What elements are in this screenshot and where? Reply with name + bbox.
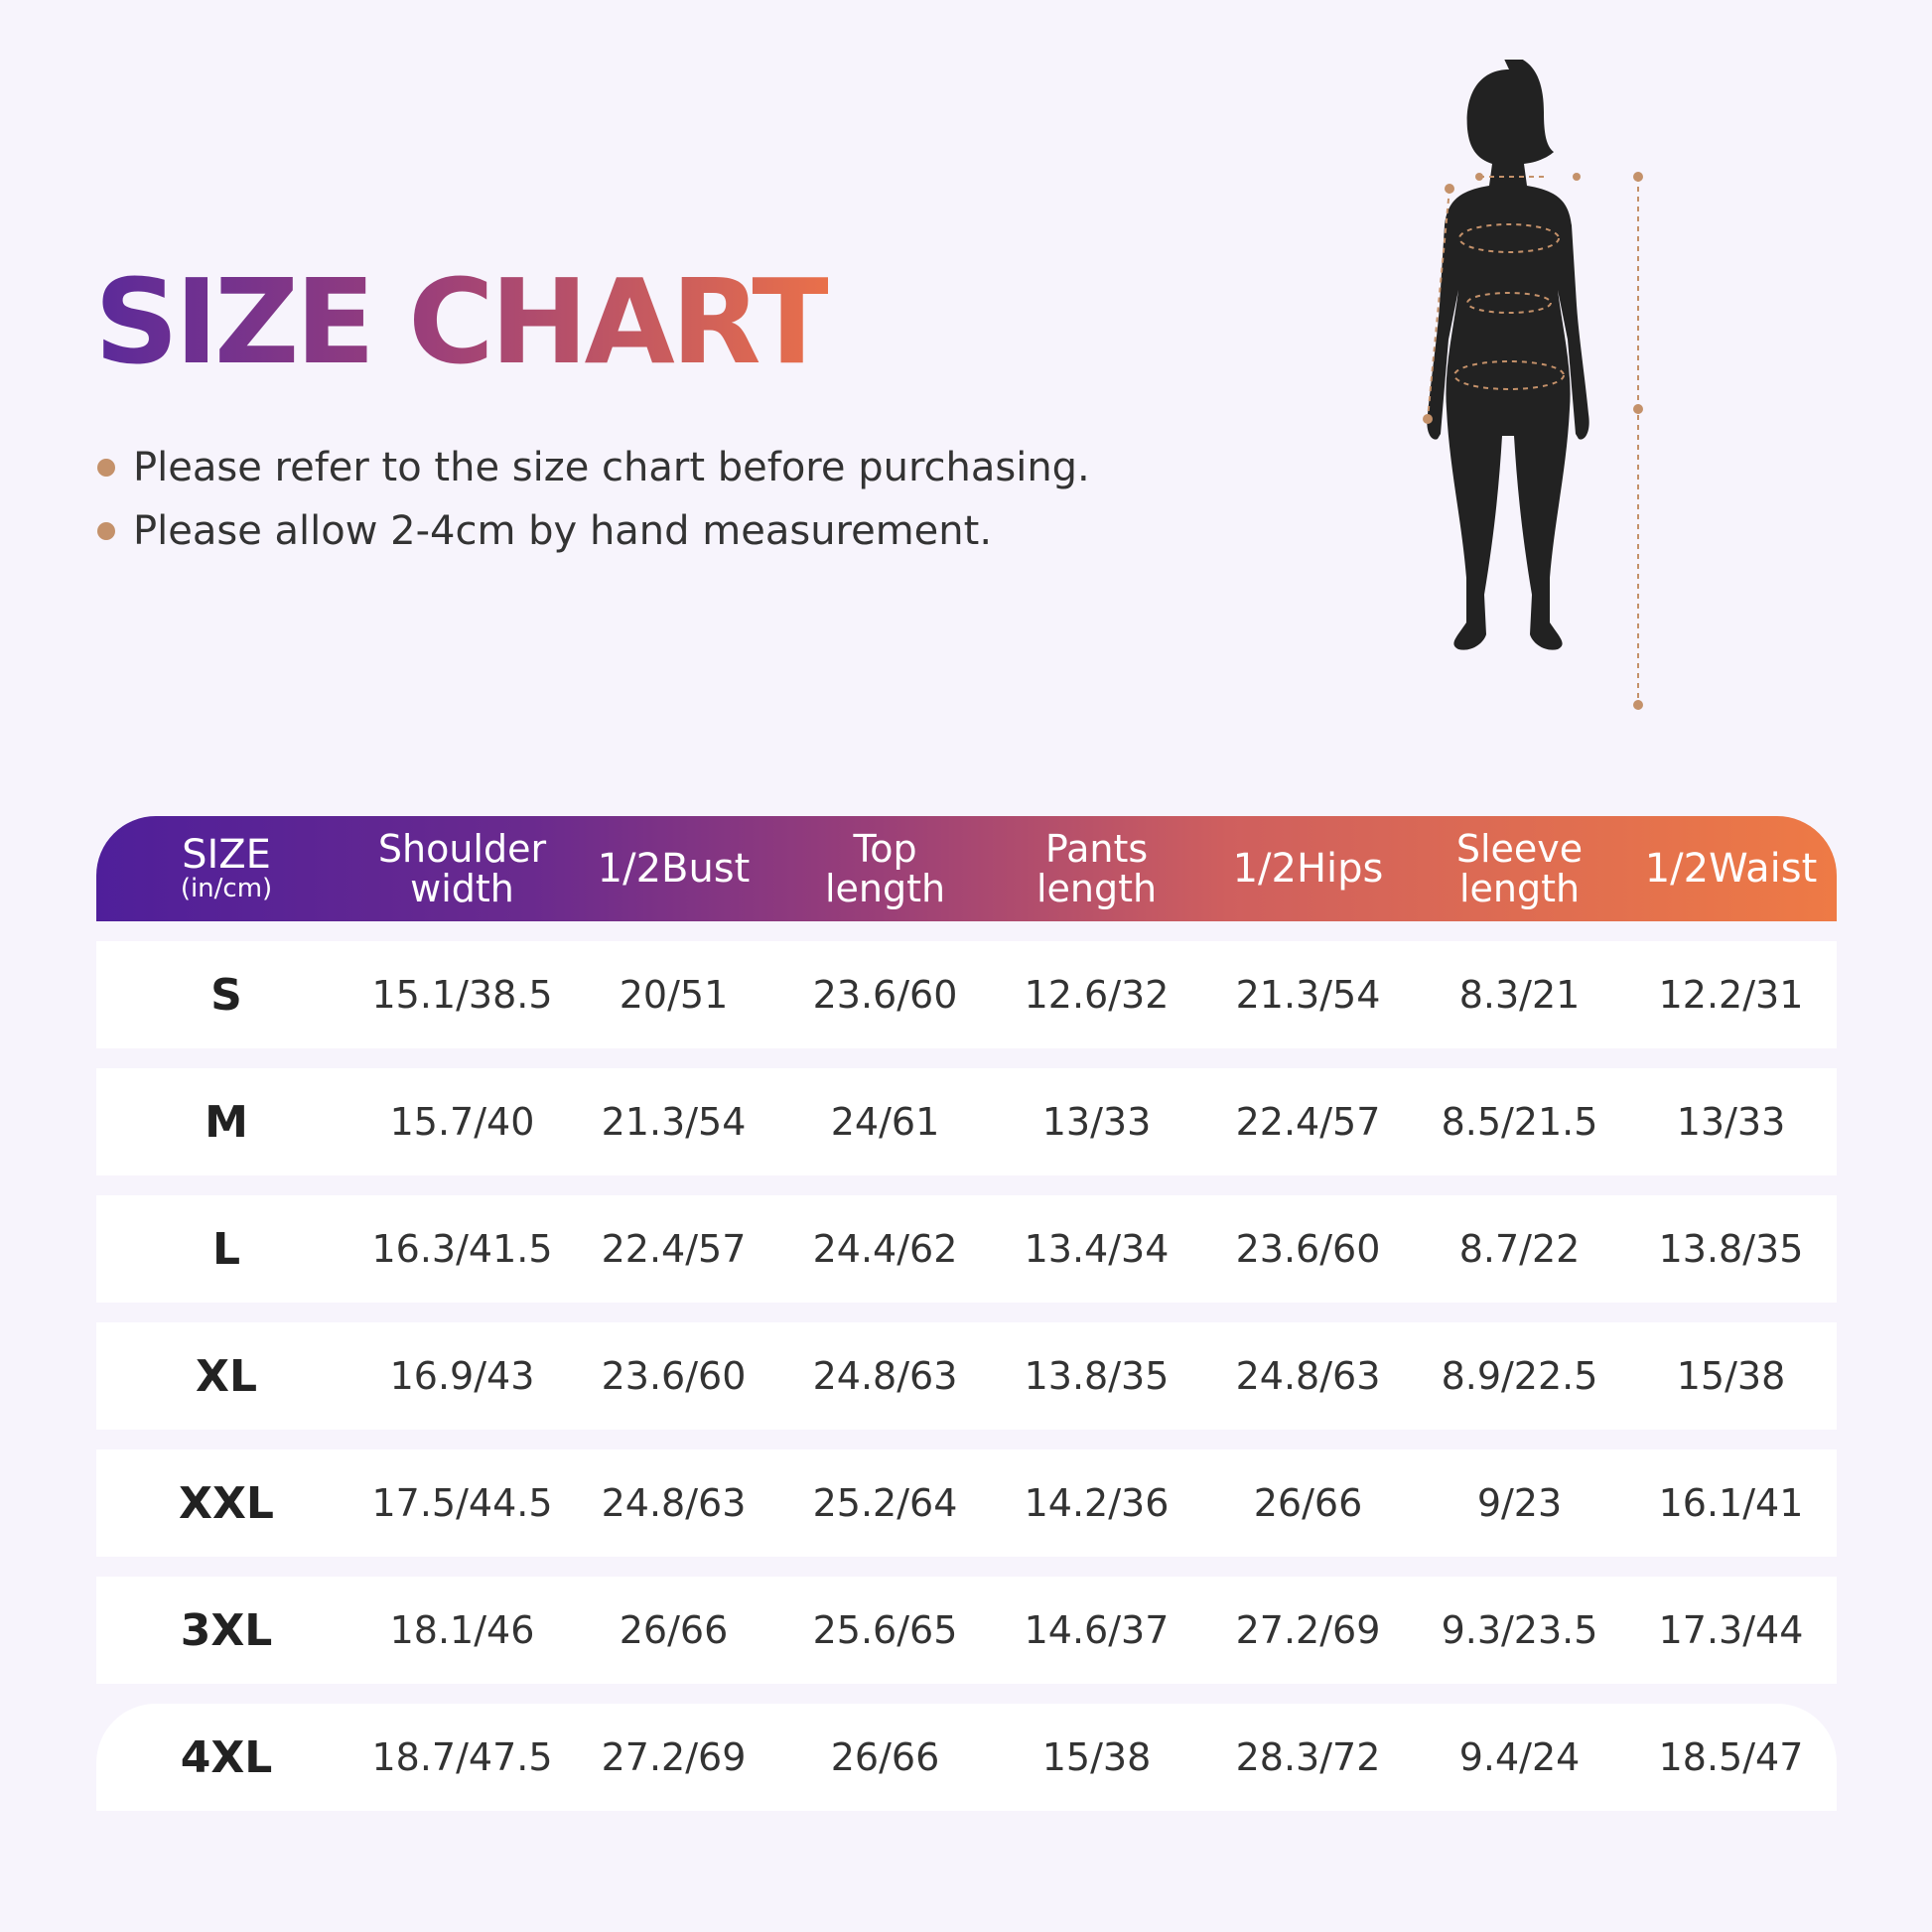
table-header: SIZE (in/cm) Shoulder width 1/2Bust Top length…: [96, 816, 1837, 921]
header-line: Sleeve: [1455, 827, 1584, 871]
table-cell: 16.1/41: [1658, 1481, 1804, 1525]
table-cell: 17.3/44: [1658, 1608, 1804, 1652]
bullet-icon: [97, 459, 115, 477]
column-header: Pants length: [991, 829, 1202, 908]
table-cell: 27.2/69: [601, 1735, 747, 1779]
header-line: SIZE: [182, 832, 271, 878]
table-cell: 15/38: [1041, 1735, 1152, 1779]
table-cell: 15/38: [1676, 1354, 1786, 1398]
table-cell: 12.2/31: [1658, 973, 1804, 1017]
table-cell: 23.6/60: [812, 973, 958, 1017]
table-row: XL 16.9/43 23.6/60 24.8/63 13.8/35 24.8/63 8.9…: [96, 1322, 1837, 1430]
table-cell: 25.6/65: [812, 1608, 958, 1652]
table-cell: 20/51: [619, 973, 729, 1017]
size-label: XXL: [179, 1477, 274, 1529]
table-cell: 24.4/62: [812, 1227, 958, 1271]
note-text: Please allow 2-4cm by hand measurement.: [133, 508, 993, 554]
table-cell: 22.4/57: [1235, 1100, 1381, 1144]
table-cell: 25.2/64: [812, 1481, 958, 1525]
table-cell: 26/66: [1253, 1481, 1363, 1525]
column-header: 1/2Waist: [1625, 849, 1837, 889]
table-cell: 16.3/41.5: [371, 1227, 553, 1271]
table-cell: 18.7/47.5: [371, 1735, 553, 1779]
table-cell: 13/33: [1041, 1100, 1152, 1144]
table-cell: 14.2/36: [1024, 1481, 1170, 1525]
table-cell: 8.7/22: [1458, 1227, 1581, 1271]
table-cell: 18.1/46: [389, 1608, 535, 1652]
table-cell: 9.3/23.5: [1441, 1608, 1598, 1652]
table-cell: 17.5/44.5: [371, 1481, 553, 1525]
table-cell: 12.6/32: [1024, 973, 1170, 1017]
header-line: Top: [853, 827, 917, 871]
header-line: (in/cm): [180, 874, 273, 903]
header-line: Shoulder: [377, 827, 547, 871]
size-label: XL: [196, 1350, 257, 1402]
note-item: Please allow 2-4cm by hand measurement.: [97, 508, 992, 554]
note-item: Please refer to the size chart before pu…: [97, 445, 1090, 490]
table-row: XXL 17.5/44.5 24.8/63 25.2/64 14.2/36 26/66 9/…: [96, 1449, 1837, 1557]
column-header: Sleeve length: [1414, 829, 1625, 908]
table-cell: 13.8/35: [1658, 1227, 1804, 1271]
header-line: length: [1035, 867, 1158, 910]
column-header: Top length: [779, 829, 991, 908]
header-line: length: [1458, 867, 1581, 910]
size-label: 3XL: [180, 1604, 273, 1656]
size-label: L: [211, 1223, 241, 1275]
header-line: 1/2Waist: [1644, 846, 1818, 892]
table-cell: 23.6/60: [1235, 1227, 1381, 1271]
table-cell: 21.3/54: [1235, 973, 1381, 1017]
body-silhouette-icon: [1423, 60, 1643, 710]
header-line: 1/2Bust: [597, 846, 751, 892]
table-row: L 16.3/41.5 22.4/57 24.4/62 13.4/34 23.6/60 8.…: [96, 1195, 1837, 1303]
table-cell: 24.8/63: [1235, 1354, 1381, 1398]
table-cell: 8.5/21.5: [1441, 1100, 1598, 1144]
table-cell: 18.5/47: [1658, 1735, 1804, 1779]
column-header: SIZE (in/cm): [96, 835, 356, 902]
header-line: Pants: [1044, 827, 1149, 871]
header-line: length: [824, 867, 946, 910]
table-cell: 24/61: [830, 1100, 940, 1144]
table-cell: 26/66: [619, 1608, 729, 1652]
table-cell: 26/66: [830, 1735, 940, 1779]
table-row: S 15.1/38.5 20/51 23.6/60 12.6/32 21.3/54 8.3/…: [96, 941, 1837, 1048]
table-row: 3XL 18.1/46 26/66 25.6/65 14.6/37 27.2/69 9.3/…: [96, 1577, 1837, 1684]
table-cell: 13/33: [1676, 1100, 1786, 1144]
note-text: Please refer to the size chart before pu…: [133, 445, 1090, 490]
size-label: M: [205, 1096, 248, 1148]
size-label: 4XL: [180, 1731, 273, 1783]
table-cell: 8.9/22.5: [1441, 1354, 1598, 1398]
table-row: 4XL 18.7/47.5 27.2/69 26/66 15/38 28.3/72 9.4/…: [96, 1704, 1837, 1811]
table-cell: 14.6/37: [1024, 1608, 1170, 1652]
table-cell: 16.9/43: [389, 1354, 535, 1398]
table-cell: 28.3/72: [1235, 1735, 1381, 1779]
column-header: 1/2Hips: [1202, 849, 1414, 889]
table-cell: 9.4/24: [1458, 1735, 1581, 1779]
page-title: SIZE CHART: [94, 253, 832, 390]
header-line: 1/2Hips: [1232, 846, 1384, 892]
table-cell: 24.8/63: [812, 1354, 958, 1398]
table-cell: 23.6/60: [601, 1354, 747, 1398]
table-cell: 27.2/69: [1235, 1608, 1381, 1652]
table-cell: 13.4/34: [1024, 1227, 1170, 1271]
size-label: S: [210, 969, 242, 1021]
column-header: 1/2Bust: [568, 849, 779, 889]
bullet-icon: [97, 522, 115, 540]
table-cell: 21.3/54: [601, 1100, 747, 1144]
table-row: M 15.7/40 21.3/54 24/61 13/33 22.4/57 8.5/21.5…: [96, 1068, 1837, 1175]
table-cell: 15.1/38.5: [371, 973, 553, 1017]
table-cell: 13.8/35: [1024, 1354, 1170, 1398]
size-table: SIZE (in/cm) Shoulder width 1/2Bust Top length…: [96, 816, 1837, 1811]
table-cell: 8.3/21: [1458, 973, 1581, 1017]
column-header: Shoulder width: [356, 829, 568, 908]
header-line: width: [410, 867, 514, 910]
table-cell: 22.4/57: [601, 1227, 747, 1271]
table-cell: 9/23: [1476, 1481, 1563, 1525]
table-cell: 15.7/40: [389, 1100, 535, 1144]
table-cell: 24.8/63: [601, 1481, 747, 1525]
